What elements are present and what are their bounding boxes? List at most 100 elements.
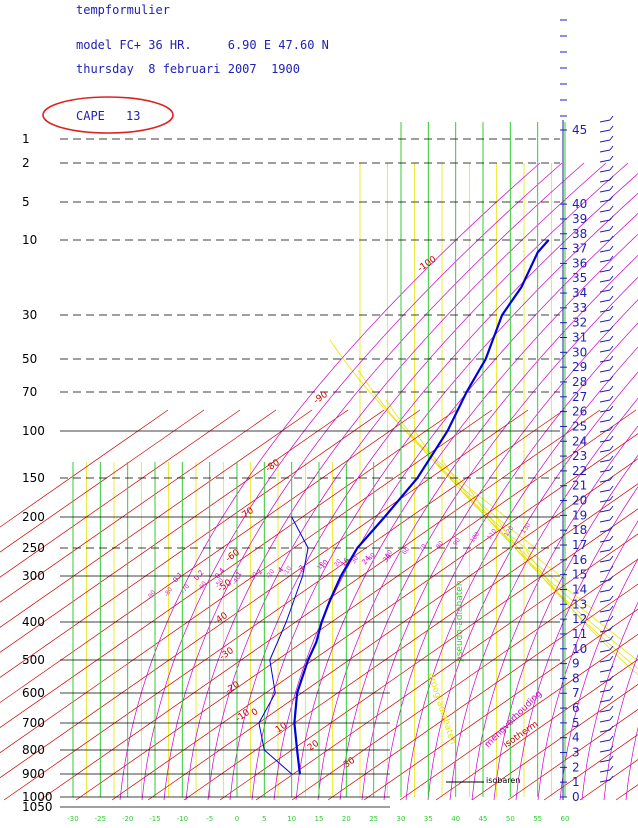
wind-barb-flag [609,265,614,271]
wind-barb-flag [609,455,614,461]
pressure-tick-label: 700 [22,716,45,730]
dry-adiabat-line [405,346,638,801]
pressure-tick-label: 250 [22,541,45,555]
wind-barb [599,159,611,163]
isotherm-label: -100 [416,254,439,274]
height-tick-label: 35 [572,271,587,285]
dry-adiabat-line [339,276,638,801]
wind-barb [599,489,611,493]
wind-barb-flag [609,765,614,771]
wind-barb [599,119,611,123]
wind-barb [599,529,611,533]
x-tick-label: 25 [369,815,378,823]
dry-adiabat-line [185,162,607,801]
isotherm-line [0,409,169,528]
height-tick-label: 19 [572,508,587,522]
height-tick-label: 33 [572,301,587,315]
x-tick-label: -15 [149,815,160,823]
wind-barb-flag [609,285,614,291]
wind-barb [599,399,611,403]
height-tick-label: 3 [572,746,580,760]
adiabat-label: -10 [282,565,293,577]
dry-adiabat-line [603,654,638,801]
adiabat-label: 0 [299,567,307,574]
adiabat-label: -20 [265,568,276,580]
height-tick-label: 22 [572,464,587,478]
wind-barb [599,249,611,253]
wind-barb [599,749,611,753]
height-tick-label: 30 [572,345,587,359]
wind-barb [599,189,611,193]
isotherm-line [327,583,638,801]
wind-barb [599,759,611,763]
height-tick-label: 26 [572,405,587,419]
wind-barb-flag [609,145,614,151]
wind-barb-flag [609,475,614,481]
height-tick-label: 31 [572,331,587,345]
wind-barb-flag [609,275,614,281]
isotherm-label: -60 [224,548,242,565]
wind-barb-flag [609,505,614,511]
height-tick-label: 20 [572,494,587,508]
dry-adiabat-line [449,397,638,801]
isotherm-line [111,433,638,801]
height-tick-label: 23 [572,449,587,463]
dry-adiabat-line [141,162,563,801]
wind-barb-flag [609,125,614,131]
pressure-tick-label: 30 [22,308,37,322]
isotherm-line [3,409,565,801]
adiabat-label: -90 [146,589,157,601]
height-tick-label: 21 [572,479,587,493]
dry-adiabat-line [625,726,638,801]
height-tick-label: 28 [572,375,587,389]
wind-barb [599,549,611,553]
wind-barb-flag [609,565,614,571]
dry-adiabat-line [361,299,638,801]
wind-barb-flag [609,385,614,391]
pressure-tick-label: 200 [22,510,45,524]
dry-adiabat-line [559,558,638,801]
height-tick-label: 11 [572,627,587,641]
wind-barb [599,649,611,653]
mixing-ratio-label: 2 [255,568,264,577]
isotherm-line [435,658,638,801]
wind-barb-flag [609,295,614,301]
wind-barb [599,319,611,323]
wind-barb [599,519,611,523]
wind-barb [599,299,611,303]
adiabat-label: 20 [333,558,343,568]
chart-title: tempformulier [76,3,170,17]
wind-barb [599,349,611,353]
wind-barb [599,359,611,363]
wind-barb-flag [609,315,614,321]
height-tick-label: 6 [572,701,580,715]
height-tick-label: 9 [572,657,580,671]
adiabat-label: 70 [418,543,428,553]
isotherm-line [0,409,205,553]
adiabat-label: 50 [384,549,394,559]
wind-barb-flag [609,405,614,411]
wind-barb-flag [609,395,614,401]
x-tick-label: 15 [315,815,324,823]
wind-barb [599,259,611,263]
wind-barb [599,369,611,373]
wind-barb-flag [609,645,614,651]
wind-barb [599,659,611,663]
wind-barb [599,379,611,383]
mixing-ratio-curve [497,519,638,670]
wind-barb-flag [609,555,614,561]
wind-barb-flag [609,715,614,721]
cape-circle [42,96,174,134]
adiabat-label: 130 [520,522,532,536]
wind-barb-flag [609,415,614,421]
x-tick-label: 60 [561,815,570,823]
temperature-sounding [293,239,550,775]
wind-barb [599,229,611,233]
wind-barb-flag [609,195,614,201]
isotherm-line [0,409,241,578]
wind-barb [599,419,611,423]
isotherm-line [363,608,638,801]
dry-adiabat-line [493,454,638,801]
dry-adiabat-lines [119,162,638,801]
